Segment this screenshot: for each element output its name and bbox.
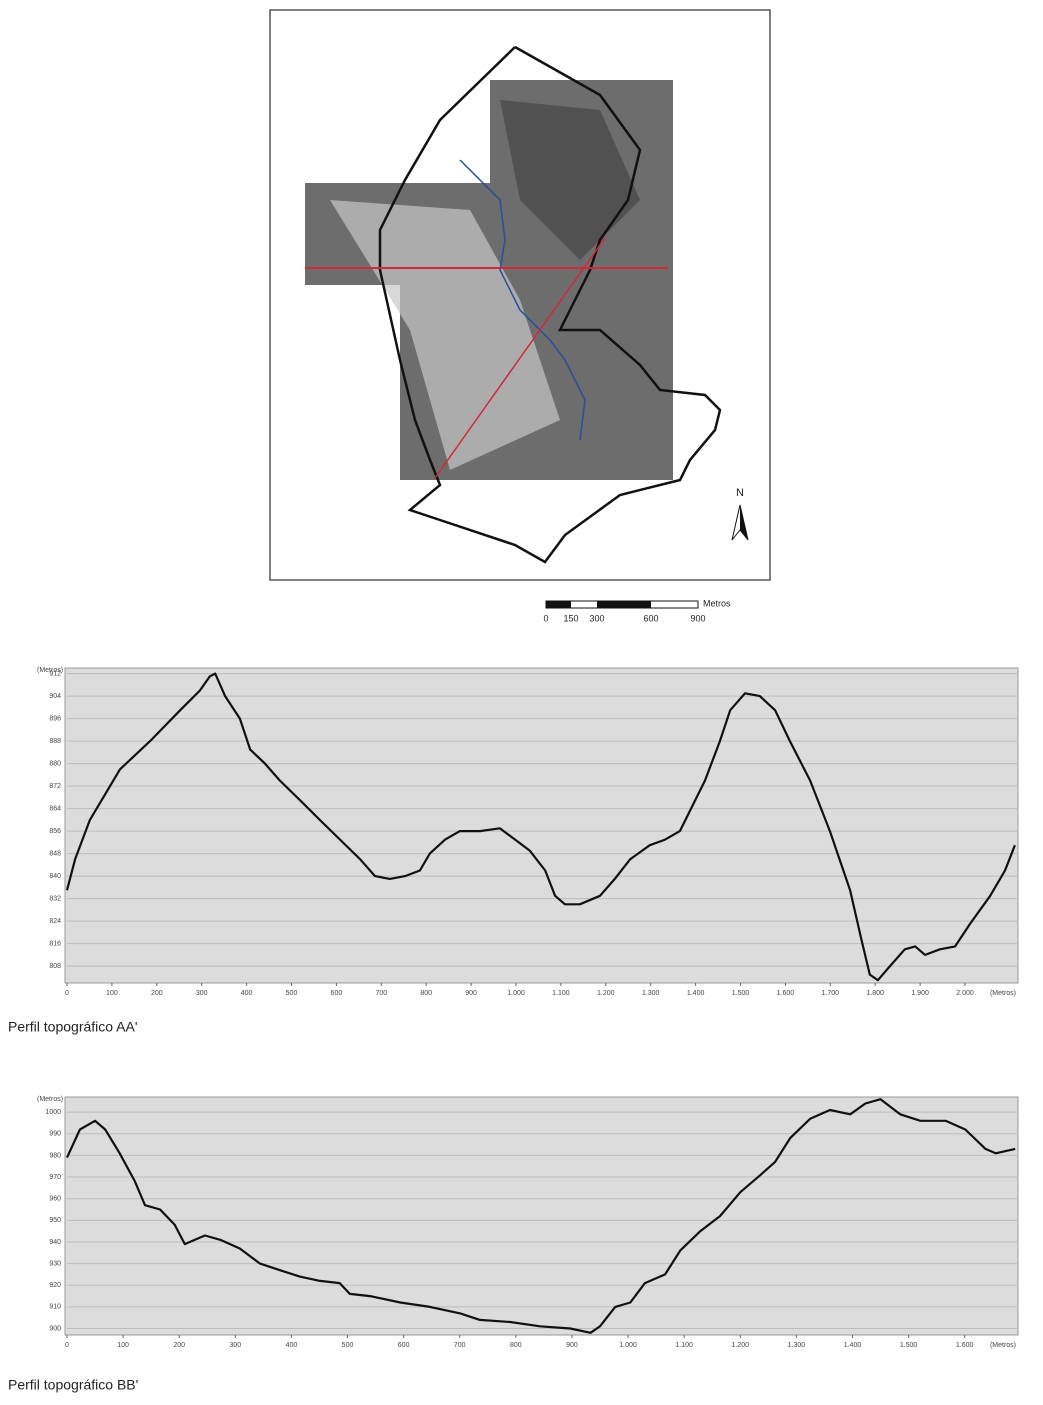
x-tick-label: 1.800 (866, 990, 884, 997)
x-tick-label: 600 (331, 990, 343, 997)
x-tick-label: 800 (420, 990, 432, 997)
x-tick-label: 1.200 (597, 990, 615, 997)
x-tick-label: 500 (342, 1342, 354, 1349)
x-tick-label: 800 (510, 1342, 522, 1349)
y-tick-label: 904 (49, 693, 61, 700)
y-tick-label: 808 (49, 963, 61, 970)
x-tick-label: 100 (117, 1342, 129, 1349)
x-tick-label: 2.000 (956, 990, 974, 997)
x-tick-label: 200 (173, 1342, 185, 1349)
x-tick-label: 1.500 (732, 990, 750, 997)
scale-label: 150 (563, 613, 578, 623)
y-tick-label: 856 (49, 828, 61, 835)
y-tick-label: 920 (49, 1282, 61, 1289)
scale-label: 300 (589, 613, 604, 623)
y-tick-label: 840 (49, 873, 61, 880)
scale-seg (597, 601, 651, 608)
x-tick-label: 1.200 (732, 1342, 750, 1349)
y-tick-label: 990 (49, 1131, 61, 1138)
plot-area (65, 1097, 1018, 1335)
x-tick-label: 900 (465, 990, 477, 997)
x-tick-label: 300 (196, 990, 208, 997)
chart-caption: Perfil topográfico AA' (8, 1019, 138, 1035)
y-tick-label: 980 (49, 1152, 61, 1159)
x-tick-label: 1.000 (619, 1342, 637, 1349)
x-tick-label: 1.600 (777, 990, 795, 997)
x-tick-label: 0 (65, 990, 69, 997)
y-tick-label: 930 (49, 1260, 61, 1267)
x-tick-label: 1.300 (788, 1342, 806, 1349)
scale-label: 0 (543, 613, 548, 623)
y-tick-label: 970 (49, 1174, 61, 1181)
figure: N 0 150 300 600 900 Metros 808 816 824 832 840 848… (0, 0, 1043, 1400)
x-tick-label: 400 (286, 1342, 298, 1349)
y-tick-label: 960 (49, 1196, 61, 1203)
x-tick-label: 200 (151, 990, 163, 997)
x-tick-label: 700 (375, 990, 387, 997)
y-tick-label: 910 (49, 1304, 61, 1311)
x-tick-label: 0 (65, 1342, 69, 1349)
y-tick-label: 896 (49, 715, 61, 722)
y-tick-label: 940 (49, 1239, 61, 1246)
scale-seg (546, 601, 571, 608)
y-tick-label: 864 (49, 805, 61, 812)
x-tick-label: 700 (454, 1342, 466, 1349)
map: N 0 150 300 600 900 Metros (270, 10, 770, 623)
scale-bar (546, 601, 698, 608)
y-tick-label: 1000 (45, 1109, 61, 1116)
x-tick-label: 1.100 (675, 1342, 693, 1349)
y-axis-label: (Metros) (37, 1096, 63, 1103)
y-axis-label: (Metros) (37, 667, 63, 674)
x-tick-label: 1.000 (507, 990, 525, 997)
x-tick-label: 1.400 (844, 1342, 862, 1349)
y-tick-label: 848 (49, 850, 61, 857)
y-tick-label: 900 (49, 1325, 61, 1332)
scale-label: 600 (643, 613, 658, 623)
y-tick-label: 880 (49, 760, 61, 767)
y-tick-label: 832 (49, 895, 61, 902)
north-label: N (736, 487, 744, 499)
x-tick-label: 100 (106, 990, 118, 997)
x-tick-label: 1.900 (911, 990, 929, 997)
x-tick-label: 1.500 (900, 1342, 918, 1349)
x-tick-label: 900 (566, 1342, 578, 1349)
x-axis-label: (Metros) (990, 1342, 1016, 1349)
y-tick-label: 872 (49, 783, 61, 790)
x-tick-label: 1.600 (956, 1342, 974, 1349)
plot-area (65, 668, 1018, 983)
y-tick-label: 888 (49, 738, 61, 745)
x-tick-label: 1.100 (552, 990, 570, 997)
x-tick-label: 1.300 (642, 990, 660, 997)
scale-unit: Metros (703, 598, 731, 608)
y-tick-label: 816 (49, 940, 61, 947)
y-tick-label: 950 (49, 1217, 61, 1224)
x-tick-label: 600 (398, 1342, 410, 1349)
x-tick-label: 1.700 (822, 990, 840, 997)
x-tick-label: 1.400 (687, 990, 705, 997)
x-axis-label: (Metros) (990, 990, 1016, 997)
x-tick-label: 300 (229, 1342, 241, 1349)
scale-label: 900 (690, 613, 705, 623)
y-tick-label: 824 (49, 918, 61, 925)
chart-caption: Perfil topográfico BB' (8, 1377, 138, 1393)
x-tick-label: 500 (286, 990, 298, 997)
x-tick-label: 400 (241, 990, 253, 997)
